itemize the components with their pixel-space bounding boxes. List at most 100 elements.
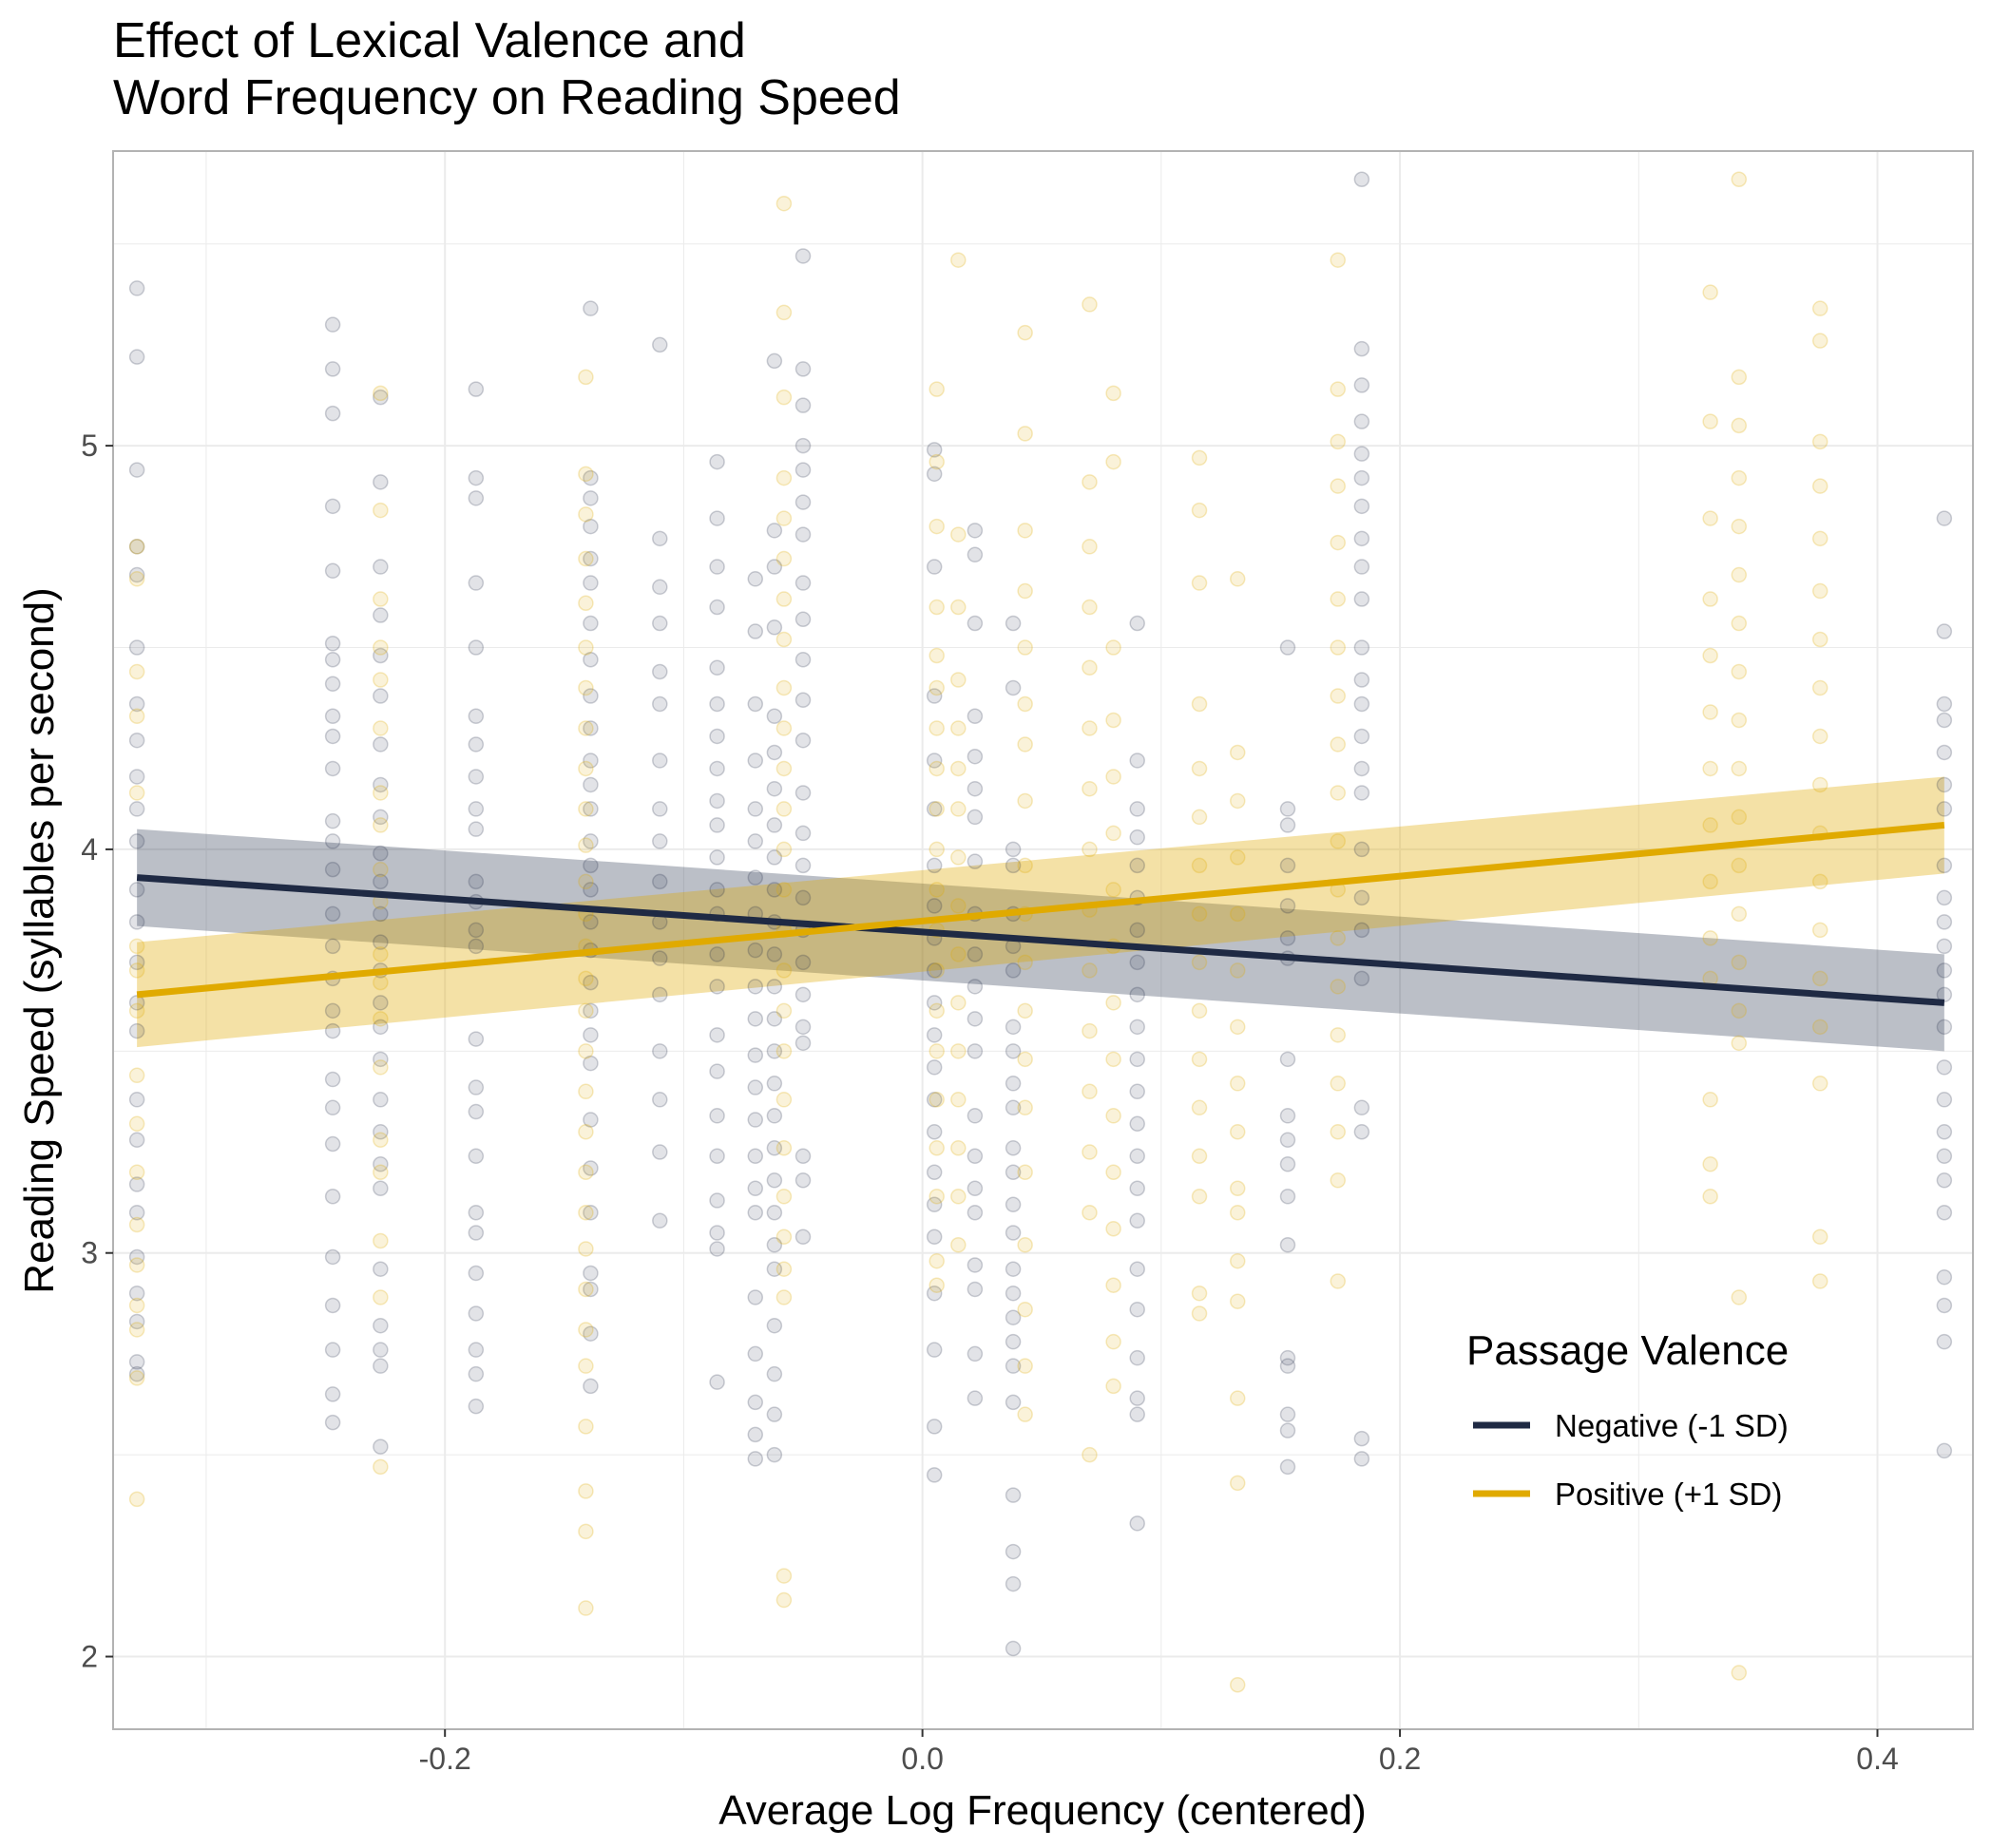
data-point-positive <box>1191 1099 1208 1116</box>
data-point-negative <box>709 817 725 833</box>
data-point-negative <box>1005 962 1022 979</box>
data-point-positive <box>373 720 389 736</box>
data-point-positive <box>1811 1273 1828 1289</box>
data-point-negative <box>709 559 725 575</box>
data-point-negative <box>128 914 145 930</box>
data-point-positive <box>1330 252 1347 268</box>
data-point-negative <box>967 1180 984 1197</box>
data-point-negative <box>926 1092 943 1108</box>
data-point-negative <box>583 833 599 849</box>
data-point-positive <box>950 720 967 736</box>
data-point-negative <box>1129 1083 1145 1100</box>
data-point-negative <box>1279 817 1296 833</box>
data-point-positive <box>775 631 793 648</box>
data-point-positive <box>1191 1305 1208 1322</box>
data-point-negative <box>926 1229 943 1245</box>
data-point-negative <box>1353 171 1370 187</box>
data-point-negative <box>128 995 145 1011</box>
data-point-negative <box>967 546 984 563</box>
data-point-negative <box>468 873 485 890</box>
data-point-positive <box>373 1164 389 1181</box>
data-point-positive <box>775 591 793 607</box>
data-point-positive <box>928 1252 945 1269</box>
data-point-negative <box>583 1281 599 1298</box>
data-point-negative <box>324 1248 341 1266</box>
data-point-negative <box>583 776 599 793</box>
data-point-negative <box>324 1297 341 1314</box>
data-point-positive <box>578 1204 594 1221</box>
data-point-positive <box>578 550 594 567</box>
data-point-positive <box>1731 712 1748 729</box>
data-point-positive <box>373 1011 389 1027</box>
data-point-positive <box>775 882 793 898</box>
data-point-negative <box>709 599 725 616</box>
data-point-positive <box>578 1523 594 1540</box>
data-point-negative <box>766 1236 783 1253</box>
data-point-positive <box>928 1189 945 1205</box>
data-point-negative <box>583 518 599 535</box>
data-point-negative <box>1353 340 1370 357</box>
data-point-negative <box>1005 1285 1022 1302</box>
data-point-negative <box>766 979 783 995</box>
data-point-positive <box>373 1059 389 1076</box>
data-point-positive <box>373 946 389 962</box>
data-point-negative <box>1936 1019 1953 1036</box>
data-point-negative <box>373 736 389 753</box>
data-point-negative <box>747 1112 764 1128</box>
data-point-negative <box>128 1313 145 1330</box>
data-point-positive <box>928 647 945 664</box>
data-point-positive <box>1731 566 1748 583</box>
data-point-negative <box>1129 1115 1145 1133</box>
data-point-positive <box>128 1216 145 1233</box>
data-point-positive <box>1082 474 1098 490</box>
data-point-negative <box>794 437 812 454</box>
data-point-negative <box>1005 1543 1022 1560</box>
plot-panel-border <box>112 150 1974 1730</box>
data-point-negative <box>709 659 725 676</box>
data-point-negative <box>1005 1394 1022 1411</box>
data-point-negative <box>794 1035 812 1052</box>
data-point-positive <box>1330 785 1347 801</box>
data-point-negative <box>468 381 485 397</box>
data-point-negative <box>1353 413 1370 429</box>
data-point-positive <box>1702 704 1718 720</box>
data-point-positive <box>1082 1204 1098 1221</box>
data-point-positive <box>775 1568 793 1584</box>
data-point-positive <box>1731 369 1748 386</box>
data-point-positive <box>1105 1378 1121 1395</box>
data-point-positive <box>1191 575 1208 591</box>
data-point-positive <box>1191 809 1208 826</box>
data-point-positive <box>1105 882 1121 898</box>
data-point-negative <box>1005 1487 1022 1503</box>
data-point-positive <box>373 861 389 878</box>
data-point-negative <box>583 1027 599 1043</box>
data-point-negative <box>747 1047 764 1063</box>
data-point-positive <box>1082 1446 1098 1463</box>
data-point-positive <box>1330 1076 1347 1092</box>
data-point-negative <box>766 1108 783 1124</box>
data-point-positive <box>1017 582 1033 600</box>
data-point-negative <box>926 753 943 769</box>
data-point-positive <box>1229 1677 1246 1693</box>
data-point-negative <box>926 1196 943 1212</box>
data-point-positive <box>950 1043 967 1059</box>
data-point-positive <box>128 1115 145 1133</box>
fit-line-negative <box>136 874 1945 1006</box>
data-point-negative <box>373 1051 389 1068</box>
data-point-positive <box>950 599 967 616</box>
data-point-negative <box>652 986 668 1003</box>
data-point-positive <box>1229 1390 1246 1406</box>
data-point-negative <box>794 248 812 264</box>
data-point-positive <box>1082 780 1098 797</box>
data-point-positive <box>1017 857 1033 874</box>
data-point-positive <box>1811 478 1828 494</box>
data-point-positive <box>1191 760 1208 777</box>
data-point-positive <box>1731 1289 1748 1305</box>
data-point-negative <box>794 692 812 708</box>
data-point-negative <box>794 1229 812 1245</box>
data-point-negative <box>1936 938 1953 955</box>
data-point-positive <box>1731 1665 1748 1681</box>
data-point-negative <box>373 1019 389 1036</box>
fit-lines <box>136 821 1945 1006</box>
data-point-negative <box>794 825 812 842</box>
